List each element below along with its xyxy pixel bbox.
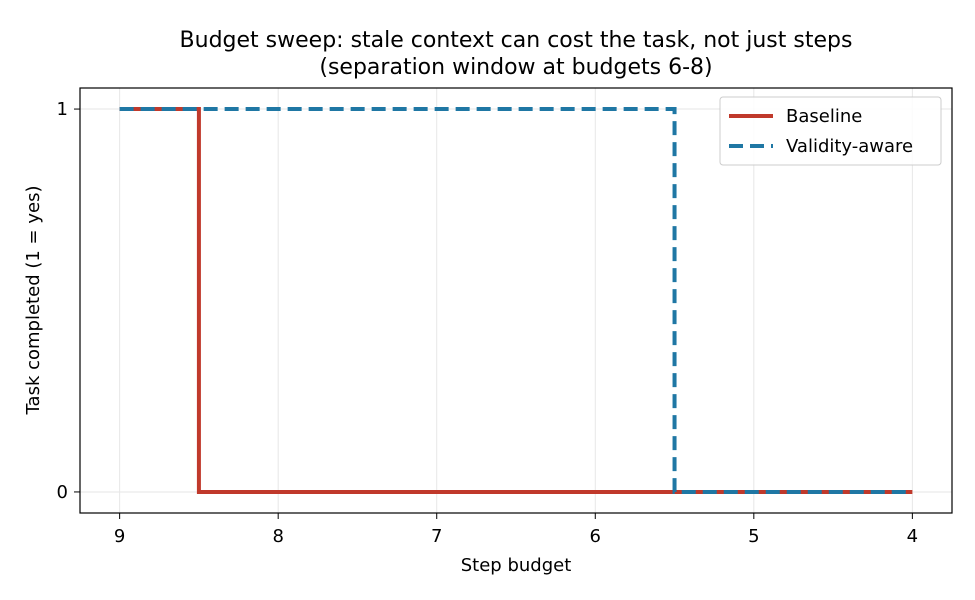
series-line-validity-aware: [119, 107, 913, 494]
chart-title: Budget sweep: stale context can cost the…: [180, 28, 853, 53]
legend-label-validity-aware: Validity-aware: [786, 136, 913, 157]
legend-label-baseline: Baseline: [786, 106, 862, 127]
x-tick-label: 9: [114, 526, 125, 547]
series-line-baseline: [119, 107, 913, 494]
y-tick-label: 1: [57, 99, 68, 120]
x-tick-label: 6: [590, 526, 601, 547]
y-tick-label: 0: [57, 482, 68, 503]
legend: Baseline Validity-aware: [719, 96, 942, 166]
plot-frame: [79, 87, 953, 514]
x-tick-label: 8: [272, 526, 283, 547]
series-layer: [119, 107, 913, 494]
legend-box: [719, 96, 942, 166]
x-axis-label: Step budget: [461, 555, 572, 576]
x-tick-label: 4: [907, 526, 918, 547]
y-axis-label: Task completed (1 = yes): [23, 186, 44, 416]
ticks: 9 8 7 6 5 4 0 1: [57, 99, 919, 547]
chart-subtitle: (separation window at budgets 6-8): [319, 55, 712, 80]
x-tick-label: 7: [431, 526, 442, 547]
x-tick-label: 5: [748, 526, 759, 547]
